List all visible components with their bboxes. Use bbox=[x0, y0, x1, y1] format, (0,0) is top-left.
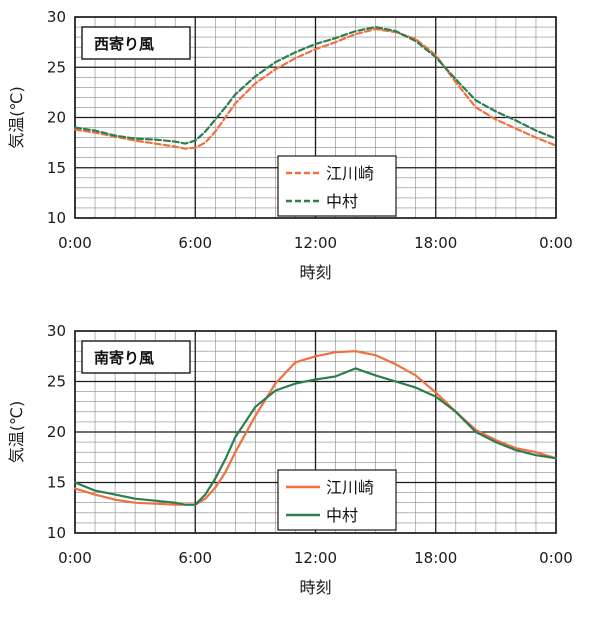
chart-title-box bbox=[81, 26, 191, 60]
chart-2: 10 15 20 25 30 0:00 6:00 12:00 18:00 0:00 時刻 気温(℃) 南… bbox=[7, 322, 573, 597]
y-tick-label: 10 bbox=[47, 209, 66, 227]
legend-box bbox=[277, 469, 397, 531]
x-tick-label: 6:00 bbox=[178, 234, 212, 252]
y-axis-title: 気温(℃) bbox=[7, 86, 26, 148]
x-tick-label: 12:00 bbox=[294, 234, 337, 252]
y-tick-label: 20 bbox=[47, 423, 66, 441]
series-line-2 bbox=[73, 26, 558, 145]
legend-label: 江川崎 bbox=[326, 164, 374, 183]
chart-title: 西寄り風 bbox=[94, 35, 154, 53]
chart-title-box bbox=[81, 340, 191, 374]
y-tick-label: 10 bbox=[47, 524, 66, 542]
y-tick-label: 25 bbox=[47, 58, 66, 76]
y-tick-label: 15 bbox=[47, 474, 66, 492]
x-tick-label: 0:00 bbox=[539, 234, 573, 252]
series-line-1 bbox=[73, 28, 558, 150]
legend-label: 中村 bbox=[326, 192, 358, 211]
x-tick-label: 18:00 bbox=[414, 549, 457, 567]
legend-label: 中村 bbox=[326, 506, 358, 525]
x-tick-label: 0:00 bbox=[58, 549, 92, 567]
chart-1: 10 15 20 25 30 0:00 6:00 12:00 18:00 0:00 時刻 気温(℃) 西… bbox=[7, 8, 573, 282]
y-tick-label: 15 bbox=[47, 159, 66, 177]
plot-area bbox=[74, 330, 557, 534]
y-tick-label: 30 bbox=[47, 322, 66, 340]
x-tick-label: 0:00 bbox=[539, 549, 573, 567]
legend-box bbox=[277, 155, 397, 217]
x-tick-label: 12:00 bbox=[294, 549, 337, 567]
legend-label: 江川崎 bbox=[326, 478, 374, 497]
x-axis-title: 時刻 bbox=[299, 578, 331, 597]
series-line-2 bbox=[73, 367, 558, 506]
x-tick-label: 6:00 bbox=[178, 549, 212, 567]
y-axis-title: 気温(℃) bbox=[7, 401, 26, 463]
plot-area bbox=[74, 16, 557, 219]
x-axis-title: 時刻 bbox=[299, 263, 331, 282]
y-tick-label: 25 bbox=[47, 373, 66, 391]
y-tick-label: 20 bbox=[47, 109, 66, 127]
x-tick-label: 18:00 bbox=[414, 234, 457, 252]
chart-title: 南寄り風 bbox=[94, 349, 154, 367]
x-tick-label: 0:00 bbox=[58, 234, 92, 252]
y-tick-label: 30 bbox=[47, 8, 66, 26]
